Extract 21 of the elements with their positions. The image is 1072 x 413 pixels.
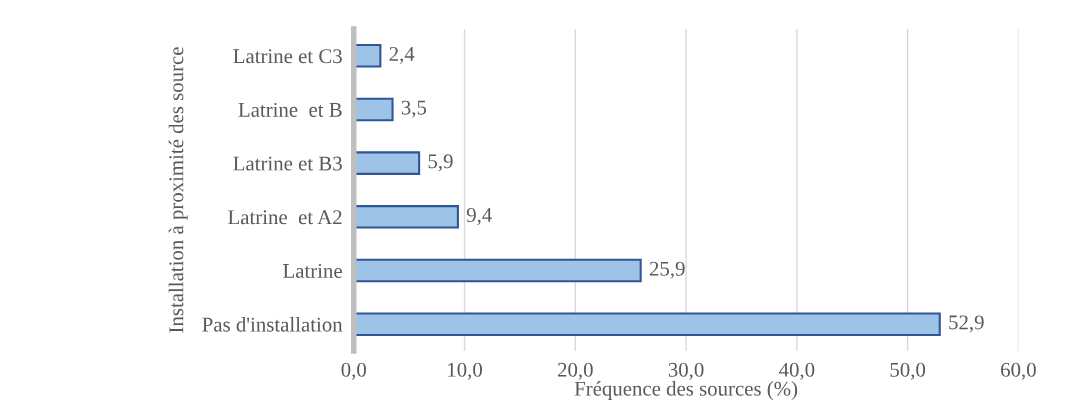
y-tick-label: Latrine et B (238, 102, 342, 117)
x-tick-label: 40,0 (779, 362, 815, 380)
x-tick-label: 0,0 (341, 362, 366, 380)
y-axis-title: Installation à proximité des source (168, 47, 188, 333)
x-tick-label: 60,0 (1001, 362, 1036, 380)
data-label: 52,9 (949, 315, 984, 333)
x-tick-label: 30,0 (668, 362, 704, 380)
data-label: 25,9 (649, 261, 685, 279)
x-tick-label: 20,0 (557, 362, 593, 380)
x-tick-label: 10,0 (448, 362, 482, 380)
y-tick-label: Pas d'installation (202, 316, 343, 332)
y-tick-label: Latrine et A2 (228, 210, 342, 225)
data-label: 5,9 (428, 154, 453, 172)
data-label: 3,5 (401, 100, 427, 118)
y-tick-label: Latrine (283, 263, 342, 278)
y-tick-label: Latrine et C3 (233, 49, 342, 64)
y-tick-label: Latrine et B3 (233, 156, 342, 171)
data-label: 2,4 (389, 46, 415, 64)
data-label: 9,4 (466, 208, 492, 226)
x-tick-label: 50,0 (890, 362, 926, 380)
x-axis-title: Fréquence des sources (%) (574, 381, 798, 400)
